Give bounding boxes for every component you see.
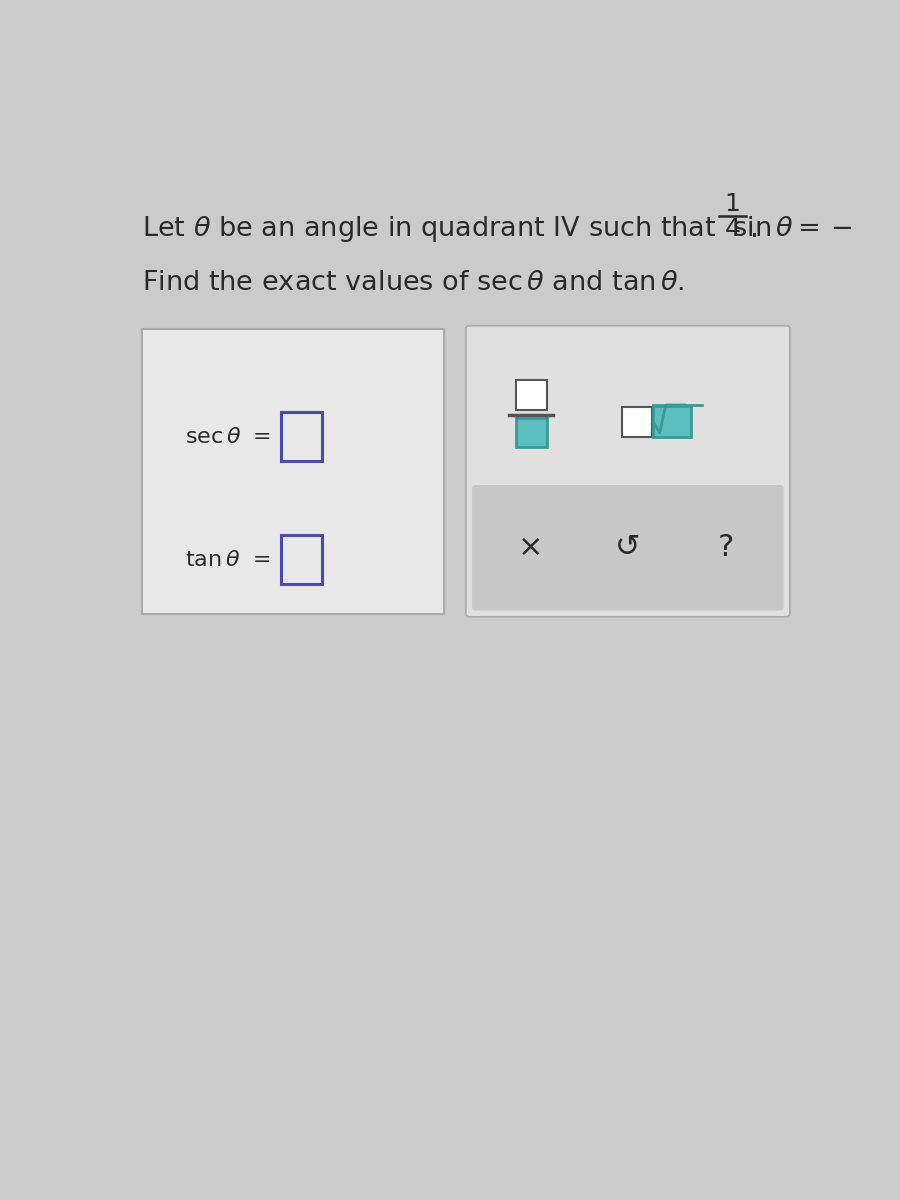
- Text: =: =: [253, 426, 272, 446]
- Text: 4: 4: [724, 217, 741, 241]
- Text: ↺: ↺: [615, 533, 641, 563]
- Bar: [653, 406, 690, 437]
- Text: Let $\theta$ be an angle in quadrant IV such that  $\sin\theta = -$: Let $\theta$ be an angle in quadrant IV …: [142, 214, 852, 244]
- Text: 1: 1: [724, 192, 741, 216]
- Text: ×: ×: [518, 533, 543, 563]
- Text: $\tan\theta$: $\tan\theta$: [184, 550, 239, 570]
- Bar: [623, 407, 652, 437]
- FancyBboxPatch shape: [282, 535, 322, 584]
- Text: Find the exact values of $\sec\theta$ and $\tan\theta$.: Find the exact values of $\sec\theta$ an…: [142, 270, 685, 295]
- FancyBboxPatch shape: [142, 329, 445, 613]
- Bar: [516, 418, 546, 448]
- Bar: [516, 380, 546, 409]
- FancyBboxPatch shape: [466, 325, 790, 617]
- Text: $\sec\theta$: $\sec\theta$: [184, 426, 241, 446]
- FancyBboxPatch shape: [472, 485, 784, 611]
- Text: .: .: [750, 215, 759, 242]
- FancyBboxPatch shape: [282, 412, 322, 461]
- Text: ?: ?: [717, 533, 734, 563]
- Text: =: =: [253, 550, 272, 570]
